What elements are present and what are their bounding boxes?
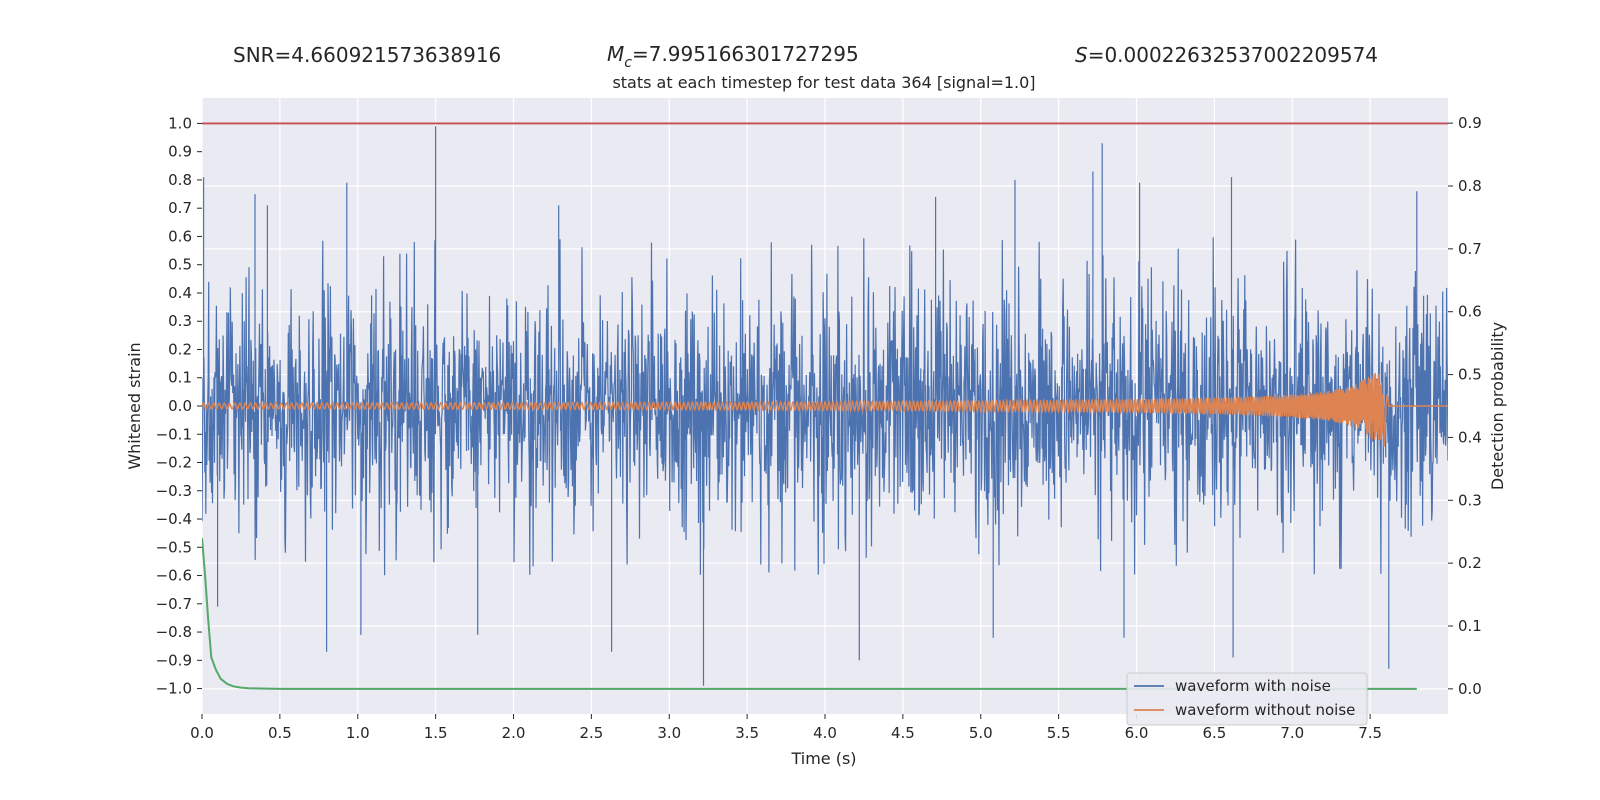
x-tick-label: 6.5 <box>1202 724 1226 742</box>
x-tick-label: 7.0 <box>1280 724 1304 742</box>
series-noisy-waveform <box>202 126 1448 686</box>
y-tick-label: 0.3 <box>168 312 192 330</box>
y2-axis-label: Detection probability <box>1488 322 1507 490</box>
y-tick-label: 0.4 <box>168 284 192 302</box>
y2-tick-label: 0.6 <box>1458 303 1482 321</box>
plot-lines <box>202 122 1448 690</box>
chirp-mass-value: =7.995166301727295 <box>632 42 859 66</box>
legend-box <box>1126 672 1368 726</box>
x-tick-label: 5.5 <box>1047 724 1071 742</box>
legend: waveform with noise waveform without noi… <box>1126 672 1368 726</box>
y-tick-label: −0.6 <box>156 567 192 585</box>
x-tick-label: 4.5 <box>891 724 915 742</box>
y-tick-label: 0.5 <box>168 256 192 274</box>
y2-tick-label: 0.0 <box>1458 680 1482 698</box>
y-tick-label: −0.2 <box>156 454 192 472</box>
y-tick-label: 0.9 <box>168 143 192 161</box>
x-tick-label: 5.0 <box>969 724 993 742</box>
s-label: S=0.00022632537002209574 <box>1075 43 1378 67</box>
x-tick-label: 4.0 <box>813 724 837 742</box>
y-tick-label: −1.0 <box>156 680 192 698</box>
y2-tick-label: 0.4 <box>1458 428 1482 446</box>
y2-tick-label: 0.9 <box>1458 114 1482 132</box>
y-tick-label: 0.8 <box>168 171 192 189</box>
y-axis-right: 0.9 0.8 0.7 0.6 0.5 0.4 0.3 0.2 0.1 0.0 <box>1448 114 1482 698</box>
y2-tick-label: 0.3 <box>1458 491 1482 509</box>
y2-tick-label: 0.8 <box>1458 177 1482 195</box>
x-tick-label: 1.5 <box>424 724 448 742</box>
chirp-mass-label: Mc=7.995166301727295 <box>607 42 859 71</box>
chirp-mass-subscript: c <box>624 55 632 71</box>
x-axis: 0.0 0.5 1.0 1.5 2.0 2.5 3.0 3.5 4.0 4.5 5.0 5.5 6.0 6… <box>190 714 1382 742</box>
series-probability-line <box>202 537 1417 690</box>
x-tick-label: 2.5 <box>579 724 603 742</box>
y-tick-label: −0.8 <box>156 623 192 641</box>
y-tick-label: −0.1 <box>156 425 192 443</box>
x-tick-label: 3.0 <box>657 724 681 742</box>
y2-tick-label: 0.1 <box>1458 617 1482 635</box>
chirp-mass-symbol: M <box>607 42 624 66</box>
legend-label-noisy: waveform with noise <box>1175 677 1331 695</box>
s-symbol: S <box>1075 43 1088 67</box>
x-axis-label: Time (s) <box>790 749 856 768</box>
y-tick-label: 0.0 <box>168 397 192 415</box>
y-tick-label: 0.1 <box>168 369 192 387</box>
series-clean-waveform <box>202 372 1448 447</box>
y-axis-label: Whitened strain <box>125 342 144 469</box>
x-tick-label: 3.5 <box>735 724 759 742</box>
y-tick-label: −0.5 <box>156 538 192 556</box>
y2-tick-label: 0.5 <box>1458 366 1482 384</box>
x-tick-label: 7.5 <box>1358 724 1382 742</box>
legend-label-clean: waveform without noise <box>1175 701 1355 719</box>
y-tick-label: 0.7 <box>168 199 192 217</box>
y-tick-label: −0.3 <box>156 482 192 500</box>
x-tick-label: 0.5 <box>268 724 292 742</box>
y-tick-label: −0.9 <box>156 651 192 669</box>
y-tick-label: −0.7 <box>156 595 192 613</box>
y-tick-label: 0.6 <box>168 227 192 245</box>
y2-tick-label: 0.2 <box>1458 554 1482 572</box>
y-tick-label: −0.4 <box>156 510 192 528</box>
snr-label: SNR=4.660921573638916 <box>233 43 501 67</box>
y-axis-left: 1.0 0.9 0.8 0.7 0.6 0.5 0.4 0.3 0.2 0.1 0.0 −0.1 −0.… <box>156 114 202 698</box>
x-tick-label: 0.0 <box>190 724 214 742</box>
x-tick-label: 2.0 <box>502 724 526 742</box>
chart-title: stats at each timestep for test data 364… <box>612 73 1035 92</box>
x-tick-label: 1.0 <box>346 724 370 742</box>
y-tick-label: 1.0 <box>168 114 192 132</box>
y2-tick-label: 0.7 <box>1458 240 1482 258</box>
x-tick-label: 6.0 <box>1125 724 1149 742</box>
s-value: =0.00022632537002209574 <box>1088 43 1378 67</box>
y-tick-label: 0.2 <box>168 340 192 358</box>
